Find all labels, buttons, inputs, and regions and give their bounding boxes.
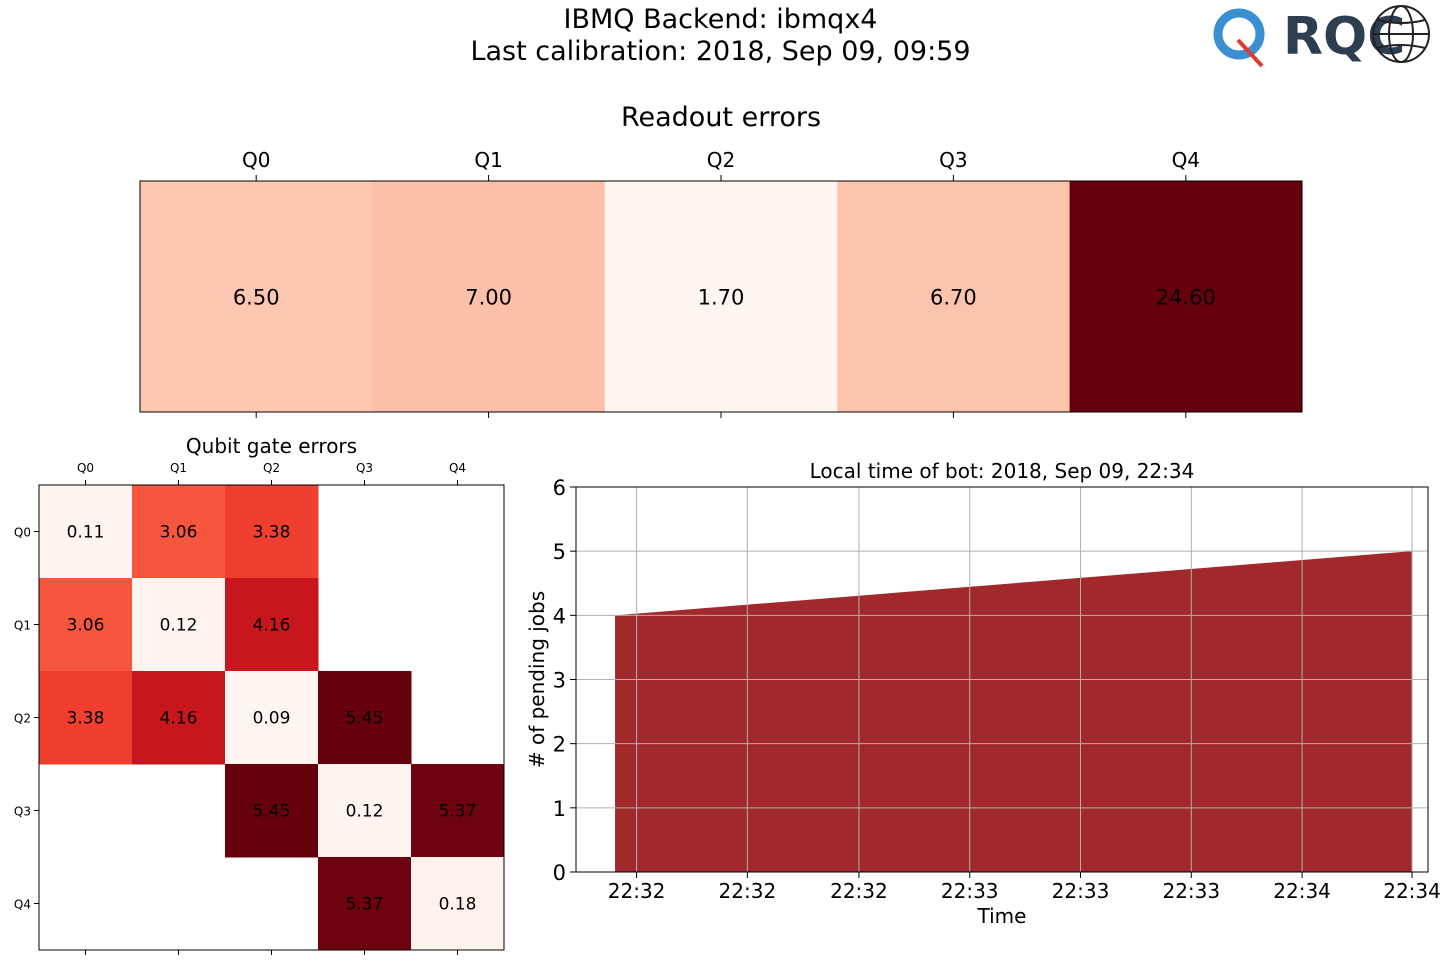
readout-x-tick-label: Q2 [707, 148, 735, 172]
jobs-y-tick-label: 2 [553, 733, 566, 757]
readout-errors-chart: 6.50 Q0 7.00 Q1 1.70 Q2 6.70 Q3 24.60 Q4 [139, 148, 1303, 418]
gate-x-tick-label: Q3 [356, 461, 373, 475]
gate-cell [132, 578, 226, 672]
gate-cell [411, 857, 505, 951]
gate-frame [38, 484, 505, 951]
gate-value-label: 3.06 [67, 616, 105, 636]
gate-y-tick-label: Q1 [14, 619, 31, 633]
readout-x-tick-label: Q3 [939, 148, 967, 172]
gate-value-label: 5.37 [439, 802, 477, 822]
readout-x-tick-label: Q0 [242, 148, 270, 172]
gate-value-label: 3.06 [160, 523, 198, 543]
gate-cell [39, 578, 133, 672]
q-logo-icon [1213, 8, 1265, 68]
gate-cell [225, 671, 319, 765]
gate-y-tick-label: Q2 [14, 712, 31, 726]
gate-value-label: 0.09 [253, 709, 291, 729]
gate-y-tick-label: Q3 [14, 805, 31, 819]
gate-value-label: 0.11 [67, 523, 105, 543]
gate-cell [39, 671, 133, 765]
jobs-x-tick-label: 22:33 [1052, 879, 1110, 903]
gate-y-tick-label: Q0 [14, 526, 31, 540]
gate-value-label: 4.16 [160, 709, 198, 729]
jobs-y-tick-label: 5 [553, 540, 566, 564]
gate-cell [225, 485, 319, 579]
readout-value-label: 1.70 [698, 286, 745, 310]
readout-x-tick-label: Q4 [1172, 148, 1200, 172]
gate-cell [318, 857, 412, 951]
title-line-backend: IBMQ Backend: ibmqx4 [563, 4, 878, 35]
jobs-x-axis-label: Time [977, 904, 1027, 928]
gate-value-label: 0.12 [160, 616, 198, 636]
readout-value-label: 24.60 [1156, 286, 1216, 310]
readout-frame [139, 180, 1303, 413]
readout-value-label: 6.70 [930, 286, 977, 310]
pending-jobs-chart: Local time of bot: 2018, Sep 09, 22:34 0 1… [525, 459, 1441, 928]
jobs-frame [575, 486, 1429, 873]
jobs-x-tick-label: 22:34 [1273, 879, 1331, 903]
jobs-y-tick-label: 3 [553, 669, 566, 693]
jobs-y-axis-label: # of pending jobs [525, 591, 549, 768]
gate-cell [318, 764, 412, 858]
jobs-x-tick-label: 22:32 [830, 879, 888, 903]
jobs-x-tick-label: 22:33 [1162, 879, 1220, 903]
gate-cell [411, 764, 505, 858]
page-title: IBMQ Backend: ibmqx4 Last calibration: 2… [0, 4, 1441, 68]
readout-cell [604, 181, 838, 412]
jobs-y-tick-label: 0 [553, 861, 566, 885]
jobs-x-tick-label: 22:32 [608, 879, 666, 903]
gate-value-label: 4.16 [253, 616, 291, 636]
gate-x-tick-label: Q1 [170, 461, 187, 475]
readout-chart-title: Readout errors [620, 102, 822, 133]
gate-cell [132, 485, 226, 579]
gate-value-label: 5.45 [253, 802, 291, 822]
gate-cell [225, 578, 319, 672]
gate-value-label: 5.37 [346, 895, 384, 915]
gate-y-tick-label: Q4 [14, 898, 31, 912]
gate-cell [132, 671, 226, 765]
jobs-x-tick-label: 22:33 [941, 879, 999, 903]
gate-cell [39, 485, 133, 579]
jobs-x-tick-label: 22:34 [1383, 879, 1441, 903]
readout-x-tick-label: Q1 [474, 148, 502, 172]
gate-x-tick-label: Q2 [263, 461, 280, 475]
jobs-y-tick-label: 6 [553, 476, 566, 500]
rqc-logo: RQC [1213, 5, 1430, 68]
readout-value-label: 7.00 [465, 286, 512, 310]
jobs-y-tick-label: 1 [553, 797, 566, 821]
gate-cell [318, 671, 412, 765]
gate-value-label: 3.38 [253, 523, 291, 543]
gate-value-label: 0.12 [346, 802, 384, 822]
readout-value-label: 6.50 [233, 286, 280, 310]
gate-errors-chart: Qubit gate errors 0.11 3.06 3.38 3.06 0.12 4.1… [14, 434, 505, 955]
title-line-calibration: Last calibration: 2018, Sep 09, 09:59 [470, 36, 971, 67]
readout-cell [1069, 181, 1303, 412]
gate-value-label: 3.38 [67, 709, 105, 729]
jobs-y-tick-label: 4 [553, 604, 566, 628]
readout-cell [372, 181, 606, 412]
globe-icon [1372, 5, 1430, 63]
gate-chart-title: Qubit gate errors [186, 434, 357, 458]
gate-value-label: 0.18 [439, 895, 477, 915]
gate-x-tick-label: Q0 [77, 461, 94, 475]
readout-cell [837, 181, 1071, 412]
jobs-chart-title: Local time of bot: 2018, Sep 09, 22:34 [810, 459, 1195, 483]
gate-x-tick-label: Q4 [449, 461, 466, 475]
gate-value-label: 5.45 [346, 709, 384, 729]
gate-cell [225, 764, 319, 858]
jobs-area [615, 551, 1413, 872]
jobs-x-tick-label: 22:32 [719, 879, 777, 903]
readout-cell [140, 181, 373, 412]
